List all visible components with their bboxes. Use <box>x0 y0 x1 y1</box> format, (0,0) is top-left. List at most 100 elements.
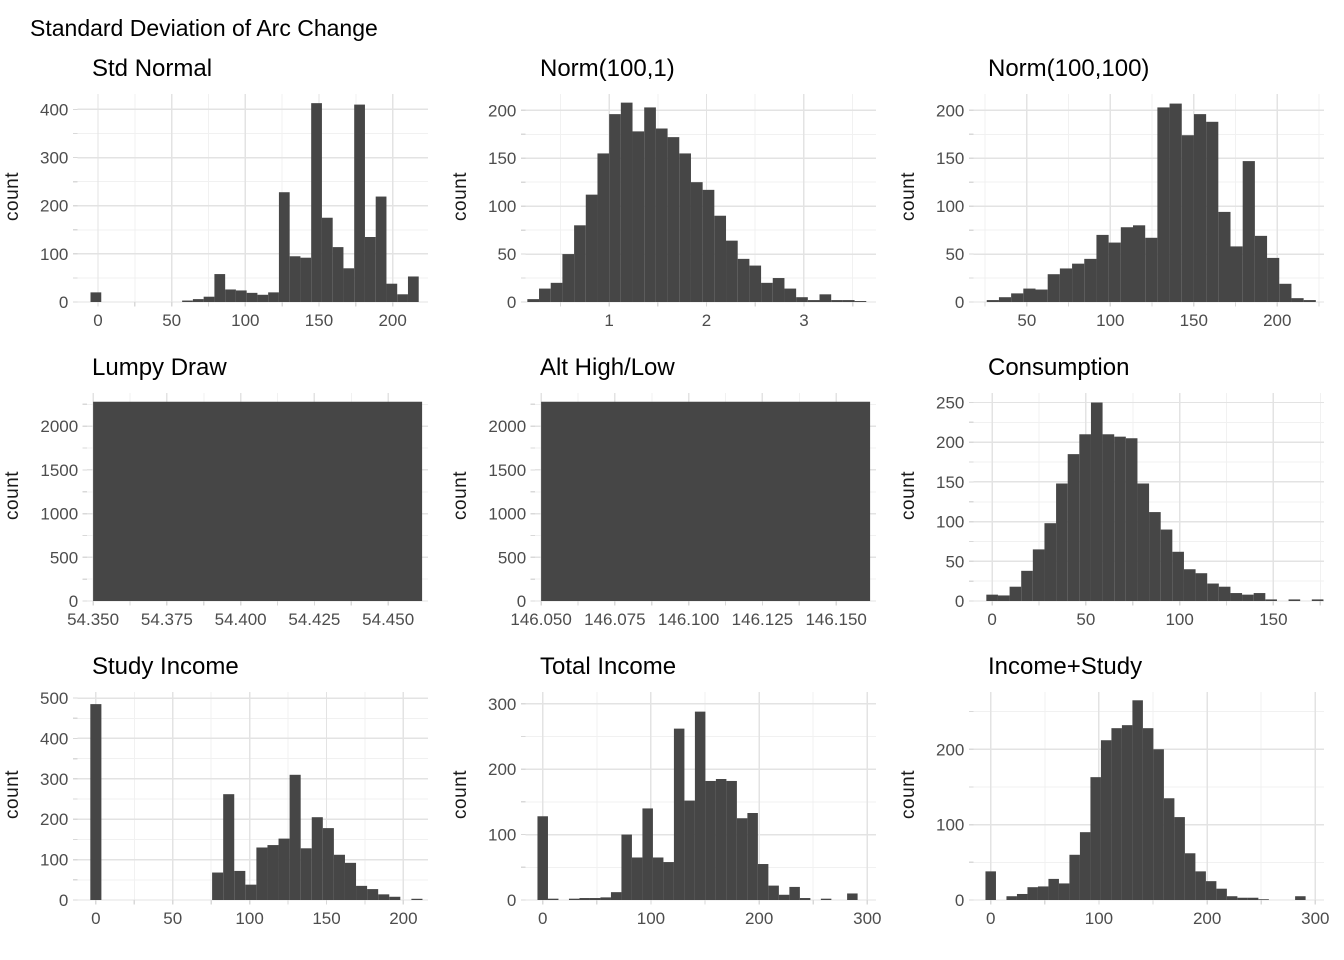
svg-text:200: 200 <box>40 810 68 829</box>
svg-text:100: 100 <box>231 311 259 330</box>
svg-text:1000: 1000 <box>488 505 526 524</box>
panel-title: Consumption <box>988 354 1130 381</box>
svg-text:146.050: 146.050 <box>510 610 571 629</box>
svg-text:400: 400 <box>40 100 68 119</box>
svg-text:0: 0 <box>987 610 996 629</box>
panel-title: Norm(100,1) <box>540 55 675 82</box>
svg-text:1: 1 <box>604 311 613 330</box>
svg-text:100: 100 <box>1085 909 1113 928</box>
panel-title: Lumpy Draw <box>92 354 227 381</box>
svg-text:2: 2 <box>702 311 711 330</box>
svg-text:1500: 1500 <box>488 461 526 480</box>
svg-text:0: 0 <box>69 592 78 611</box>
panel-body: count 0 50 100 150 200 250 0 50 100 150 <box>896 385 1344 637</box>
svg-text:50: 50 <box>1017 311 1036 330</box>
histogram-income-plus-study: 0 100 200 0 100 200 300 <box>936 692 1330 928</box>
svg-text:200: 200 <box>936 433 964 452</box>
panel-title: Alt High/Low <box>540 354 675 381</box>
svg-text:200: 200 <box>936 101 964 120</box>
svg-text:200: 200 <box>745 909 773 928</box>
svg-text:300: 300 <box>40 149 68 168</box>
histogram-lumpy-draw: 0 500 1000 1500 2000 54.350 54.375 54.400 54.425… <box>40 393 428 629</box>
histogram-norm-100-1: 0 50 100 150 200 1 2 3 <box>488 94 876 330</box>
panel-income-plus-study: Income+Study count 0 100 200 0 100 200 300 <box>896 644 1344 943</box>
y-axis-label: count <box>898 769 919 819</box>
panel-body: count 0 50 100 150 200 50 100 150 200 <box>896 86 1344 338</box>
svg-text:50: 50 <box>945 245 964 264</box>
figure-title: Standard Deviation of Arc Change <box>30 15 378 41</box>
svg-text:200: 200 <box>378 311 406 330</box>
svg-text:0: 0 <box>59 891 68 910</box>
panel-std-normal: Std Normal count 0 100 200 300 400 0 50 100 150 2… <box>0 46 448 345</box>
svg-text:3: 3 <box>799 311 808 330</box>
svg-text:200: 200 <box>40 197 68 216</box>
svg-text:500: 500 <box>50 548 78 567</box>
panel-body: count 0 100 200 300 400 0 50 100 150 200 <box>0 86 448 338</box>
svg-text:150: 150 <box>488 149 516 168</box>
svg-text:54.425: 54.425 <box>288 610 340 629</box>
svg-text:250: 250 <box>936 394 964 413</box>
panel-body: count 0 500 1000 1500 2000 54.350 54.375 54.400… <box>0 385 448 637</box>
svg-text:0: 0 <box>955 592 964 611</box>
svg-text:2000: 2000 <box>40 417 78 436</box>
y-axis-label: count <box>898 470 919 520</box>
panel-title: Income+Study <box>988 653 1143 680</box>
svg-text:100: 100 <box>235 909 263 928</box>
svg-text:146.150: 146.150 <box>805 610 866 629</box>
panel-norm-100-1: Norm(100,1) count 0 50 100 150 200 1 2 3 <box>448 46 896 345</box>
histogram-alt-high-low: 0 500 1000 1500 2000 146.050 146.075 146.100 146… <box>488 393 876 629</box>
svg-text:100: 100 <box>40 245 68 264</box>
panel-consumption: Consumption count 0 50 100 150 200 250 0 50 100 1… <box>896 345 1344 644</box>
panel-body: count 0 50 100 150 200 1 2 3 <box>448 86 896 338</box>
panel-title: Total Income <box>540 653 677 680</box>
svg-text:0: 0 <box>93 311 102 330</box>
svg-text:54.350: 54.350 <box>67 610 119 629</box>
svg-text:0: 0 <box>955 293 964 312</box>
svg-text:100: 100 <box>936 513 964 532</box>
svg-text:300: 300 <box>1301 909 1329 928</box>
svg-text:0: 0 <box>507 293 516 312</box>
svg-text:150: 150 <box>936 149 964 168</box>
svg-text:100: 100 <box>936 816 964 835</box>
svg-text:100: 100 <box>1165 610 1193 629</box>
svg-text:50: 50 <box>163 909 182 928</box>
svg-text:0: 0 <box>517 592 526 611</box>
histogram-norm-100-100: 0 50 100 150 200 50 100 150 200 <box>936 94 1324 330</box>
svg-text:200: 200 <box>389 909 417 928</box>
svg-text:100: 100 <box>488 826 516 845</box>
y-axis-label: count <box>2 769 23 819</box>
panel-title: Std Normal <box>92 55 213 82</box>
histogram-total-income: 0 100 200 300 0 100 200 300 <box>488 692 882 928</box>
svg-text:200: 200 <box>936 740 964 759</box>
svg-text:0: 0 <box>955 891 964 910</box>
y-axis-label: count <box>898 171 919 221</box>
histogram-std-normal: 0 100 200 300 400 0 50 100 150 200 <box>40 94 428 330</box>
svg-text:300: 300 <box>853 909 881 928</box>
panel-body: count 0 500 1000 1500 2000 146.050 146.075 146.… <box>448 385 896 637</box>
panel-study-income: Study Income count 0 100 200 300 400 500 0 50 10… <box>0 644 448 943</box>
svg-text:1500: 1500 <box>40 461 78 480</box>
svg-text:2000: 2000 <box>488 417 526 436</box>
svg-text:0: 0 <box>59 293 68 312</box>
panel-alt-high-low: Alt High/Low count 0 500 1000 1500 2000 146.0… <box>448 345 896 644</box>
y-axis-label: count <box>2 171 23 221</box>
svg-text:50: 50 <box>162 311 181 330</box>
svg-text:0: 0 <box>507 891 516 910</box>
svg-text:300: 300 <box>488 695 516 714</box>
svg-text:54.400: 54.400 <box>215 610 267 629</box>
panel-lumpy-draw: Lumpy Draw count 0 500 1000 1500 2000 54.350 5… <box>0 345 448 644</box>
svg-text:146.100: 146.100 <box>658 610 719 629</box>
panel-body: count 0 100 200 0 100 200 300 <box>896 684 1344 936</box>
svg-text:150: 150 <box>312 909 340 928</box>
svg-text:100: 100 <box>488 197 516 216</box>
y-axis-label: count <box>2 470 23 520</box>
svg-text:100: 100 <box>1096 311 1124 330</box>
svg-text:500: 500 <box>40 689 68 708</box>
svg-text:150: 150 <box>1259 610 1287 629</box>
svg-text:300: 300 <box>40 770 68 789</box>
panel-body: count 0 100 200 300 400 500 0 50 100 150 200 <box>0 684 448 936</box>
svg-text:54.375: 54.375 <box>141 610 193 629</box>
svg-text:200: 200 <box>1193 909 1221 928</box>
svg-text:50: 50 <box>945 552 964 571</box>
